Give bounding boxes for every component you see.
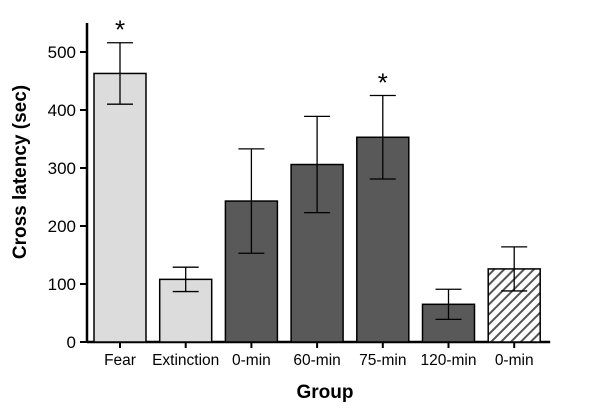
x-tick-label: 0-min (232, 352, 271, 369)
y-tick-label: 200 (48, 217, 76, 236)
y-tick-label: 0 (67, 333, 76, 352)
bar (93, 72, 147, 343)
y-axis-title: Cross latency (sec) (10, 85, 31, 259)
x-tick-label: 60-min (293, 352, 340, 369)
significance-marker: * (115, 15, 125, 45)
x-axis-title: Group (297, 382, 354, 403)
x-tick-label: 0-min (495, 352, 534, 369)
y-tick-label: 300 (48, 159, 76, 178)
y-tick-label: 500 (48, 43, 76, 62)
x-tick-label: Fear (104, 352, 136, 369)
significance-marker: * (378, 68, 388, 98)
y-tick-label: 100 (48, 275, 76, 294)
x-tick-label: 120-min (421, 352, 477, 369)
x-tick-label: 75-min (359, 352, 406, 369)
plot-area: 0 100 200 300 400 500 Fear * Extinction 0-min 60-m… (48, 15, 551, 369)
x-tick-label: Extinction (152, 352, 219, 369)
y-tick-label: 400 (48, 101, 76, 120)
